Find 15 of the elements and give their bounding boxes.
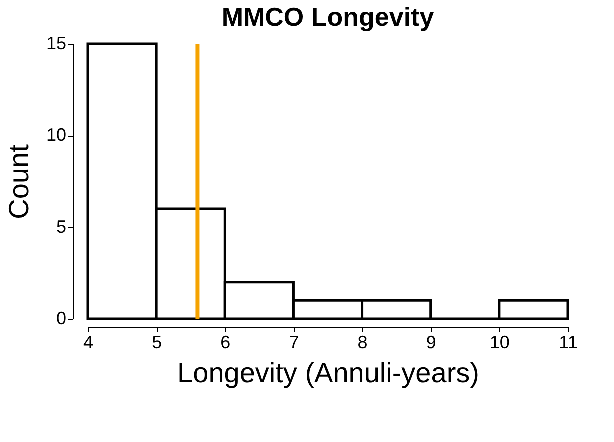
x-tick-label: 4 [83, 332, 94, 352]
x-tick-label: 11 [559, 332, 578, 352]
x-axis-title: Longevity (Annuli-years) [178, 358, 480, 388]
x-tick-label: 10 [490, 332, 510, 352]
x-tick-label: 7 [289, 332, 300, 352]
chart-title: MMCO Longevity [222, 2, 435, 32]
y-tick-label: 15 [46, 34, 66, 54]
y-tick-label: 5 [56, 216, 66, 237]
y-tick-label: 0 [56, 308, 66, 328]
y-axis-title: Count [3, 144, 34, 220]
x-tick-label: 5 [152, 332, 162, 352]
x-tick-label: 9 [426, 332, 436, 352]
x-tick-label: 6 [220, 332, 231, 352]
x-tick-label: 8 [358, 332, 368, 352]
y-tick-label: 10 [46, 125, 66, 146]
